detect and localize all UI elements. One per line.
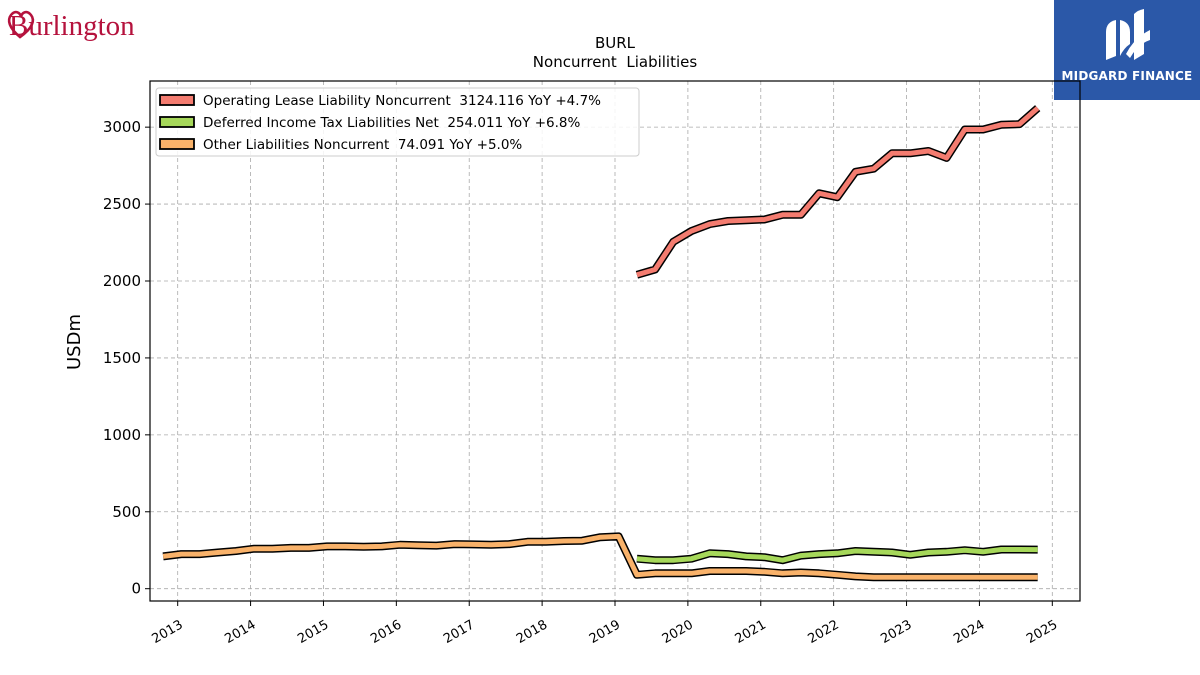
chart-subtitle: Noncurrent Liabilities — [533, 53, 698, 71]
midgard-finance-logo: MIDGARD FINANCE — [1054, 0, 1200, 100]
x-tick-label: 2016 — [368, 617, 404, 647]
y-axis-label: USDm — [64, 314, 85, 370]
legend-box — [155, 87, 640, 157]
series-layer — [162, 105, 1041, 582]
grid-lines — [150, 81, 1080, 601]
legend-swatch — [159, 138, 195, 150]
burlington-logo-text: Burlington — [9, 10, 135, 42]
x-tick-label: 2017 — [441, 617, 477, 647]
legend-label: Deferred Income Tax Liabilities Net 254.… — [203, 115, 580, 131]
burlington-logo: Burlington — [7, 10, 135, 42]
x-tick-label: 2023 — [878, 617, 914, 647]
y-tick-label: 2500 — [103, 195, 141, 213]
legend-label: Operating Lease Liability Noncurrent 312… — [203, 93, 601, 109]
y-tick-label: 0 — [131, 580, 141, 598]
legend-swatch — [159, 116, 195, 128]
y-axis-ticks: 0 500 1000 1500 2000 2500 3000 — [103, 118, 150, 598]
heart-icon — [7, 10, 35, 39]
y-tick-label: 1500 — [103, 349, 141, 367]
x-tick-label: 2013 — [150, 617, 186, 647]
legend-label: Other Liabilities Noncurrent 74.091 YoY … — [203, 137, 522, 153]
midgard-finance-text: MIDGARD FINANCE — [1061, 69, 1193, 83]
x-tick-label: 2018 — [514, 617, 550, 647]
x-tick-label: 2014 — [222, 617, 258, 647]
x-axis-ticks: 2013 2014 2015 2016 2017 2018 2019 2020 2021 2022… — [150, 601, 1060, 647]
y-tick-label: 1000 — [103, 426, 141, 444]
series-line — [636, 547, 1038, 563]
x-tick-label: 2021 — [733, 617, 769, 647]
legend: Operating Lease Liability Noncurrent 312… — [155, 87, 640, 157]
midgard-emblem-icon — [1106, 9, 1150, 60]
y-tick-label: 2000 — [103, 272, 141, 290]
x-tick-label: 2024 — [951, 617, 987, 647]
series-line — [162, 533, 1038, 580]
x-tick-label: 2015 — [295, 617, 331, 647]
x-tick-label: 2020 — [660, 617, 696, 647]
chart-title: BURL — [595, 34, 636, 52]
legend-swatch — [159, 94, 195, 106]
series-line — [636, 106, 1040, 278]
x-tick-label: 2019 — [587, 617, 623, 647]
y-tick-label: 500 — [112, 503, 141, 521]
x-tick-label: 2022 — [805, 617, 841, 647]
x-tick-label: 2025 — [1024, 617, 1060, 647]
y-tick-label: 3000 — [103, 118, 141, 136]
series-outline — [635, 105, 1041, 279]
